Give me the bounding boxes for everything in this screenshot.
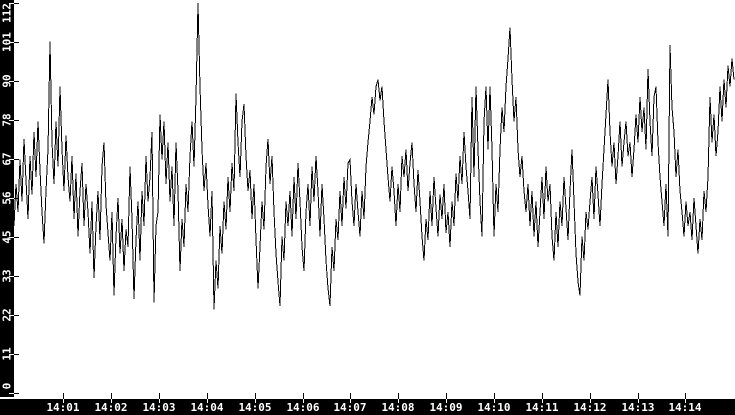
x-tick-inner	[303, 399, 304, 403]
x-tick	[590, 393, 591, 399]
x-tick	[398, 393, 399, 399]
y-tick	[14, 42, 19, 43]
x-tick-label: 14:04	[190, 401, 224, 414]
line-plot	[14, 2, 735, 310]
x-tick-label: 14:03	[142, 401, 176, 414]
x-tick-inner	[159, 399, 160, 403]
x-tick-label: 14:09	[429, 401, 463, 414]
y-tick	[14, 393, 19, 394]
y-tick	[14, 354, 19, 355]
x-tick	[255, 393, 256, 399]
y-axis-bar	[0, 0, 14, 397]
y-tick	[14, 198, 19, 199]
x-tick	[159, 393, 160, 399]
x-tick-label: 14:07	[333, 401, 367, 414]
x-tick-inner	[638, 399, 639, 403]
x-tick-label: 14:02	[94, 401, 128, 414]
y-tick	[14, 276, 19, 277]
y-tick-label: 112	[0, 3, 14, 23]
y-tick	[14, 315, 19, 316]
x-tick	[303, 393, 304, 399]
y-tick-label: 0	[0, 382, 14, 390]
x-tick	[111, 393, 112, 399]
x-tick-inner	[590, 399, 591, 403]
x-tick	[542, 393, 543, 399]
x-tick-inner	[255, 399, 256, 403]
y-tick-inner	[9, 120, 14, 121]
x-tick	[350, 393, 351, 399]
y-tick-inner	[9, 354, 14, 355]
y-tick-label: 101	[0, 32, 14, 52]
x-axis-bar	[0, 399, 735, 415]
x-tick-inner	[207, 399, 208, 403]
y-tick-label: 22	[0, 308, 14, 322]
y-tick-inner	[9, 3, 14, 4]
y-tick-inner	[9, 81, 14, 82]
y-tick-label: 90	[0, 74, 14, 88]
y-tick	[14, 81, 19, 82]
x-tick-inner	[63, 399, 64, 403]
x-tick-label: 14:01	[46, 401, 80, 414]
y-tick-inner	[9, 237, 14, 238]
x-tick	[207, 393, 208, 399]
y-tick-label: 56	[0, 191, 14, 205]
y-tick	[14, 237, 19, 238]
x-tick-label: 14:08	[381, 401, 415, 414]
x-tick-inner	[350, 399, 351, 403]
y-tick-label: 67	[0, 152, 14, 166]
y-tick-inner	[9, 276, 14, 277]
x-tick-label: 14:05	[238, 401, 272, 414]
x-tick	[63, 393, 64, 399]
x-tick-label: 14:14	[668, 401, 702, 414]
y-tick	[14, 3, 19, 4]
x-tick	[494, 393, 495, 399]
x-tick-inner	[111, 399, 112, 403]
y-tick-inner	[9, 42, 14, 43]
x-tick	[638, 393, 639, 399]
x-tick-label: 14:12	[573, 401, 607, 414]
y-tick	[14, 159, 19, 160]
y-tick-label: 45	[0, 230, 14, 244]
x-tick-inner	[685, 399, 686, 403]
y-tick-label: 11	[0, 347, 14, 361]
x-tick-label: 14:06	[286, 401, 320, 414]
y-tick	[14, 120, 19, 121]
x-tick	[685, 393, 686, 399]
y-tick-inner	[9, 159, 14, 160]
x-tick-label: 14:10	[477, 401, 511, 414]
x-tick-inner	[542, 399, 543, 403]
data-series-line	[14, 2, 735, 310]
x-tick	[446, 393, 447, 399]
y-tick-label: 78	[0, 113, 14, 127]
y-tick-inner	[9, 393, 14, 394]
x-tick-inner	[494, 399, 495, 403]
y-tick-inner	[9, 198, 14, 199]
x-tick-inner	[398, 399, 399, 403]
x-tick-label: 14:11	[525, 401, 559, 414]
x-tick-inner	[446, 399, 447, 403]
y-tick-label: 33	[0, 269, 14, 283]
x-tick-label: 14:13	[621, 401, 655, 414]
y-tick-inner	[9, 315, 14, 316]
